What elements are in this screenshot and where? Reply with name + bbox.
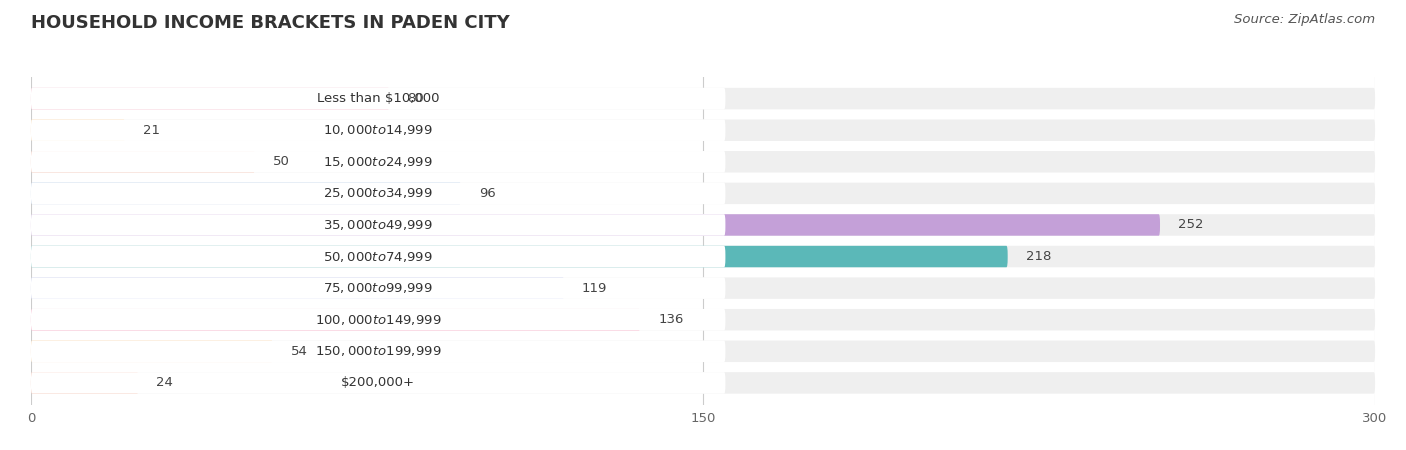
FancyBboxPatch shape xyxy=(31,309,1375,330)
FancyBboxPatch shape xyxy=(31,341,273,362)
FancyBboxPatch shape xyxy=(31,214,725,236)
FancyBboxPatch shape xyxy=(31,309,725,330)
Text: $100,000 to $149,999: $100,000 to $149,999 xyxy=(315,313,441,327)
FancyBboxPatch shape xyxy=(31,341,725,362)
FancyBboxPatch shape xyxy=(31,246,1375,267)
Text: $35,000 to $49,999: $35,000 to $49,999 xyxy=(323,218,433,232)
Text: $10,000 to $14,999: $10,000 to $14,999 xyxy=(323,123,433,137)
FancyBboxPatch shape xyxy=(31,372,1375,394)
Text: $15,000 to $24,999: $15,000 to $24,999 xyxy=(323,155,433,169)
FancyBboxPatch shape xyxy=(31,214,1160,236)
FancyBboxPatch shape xyxy=(31,151,725,172)
FancyBboxPatch shape xyxy=(31,151,254,172)
FancyBboxPatch shape xyxy=(31,277,564,299)
Text: 218: 218 xyxy=(1025,250,1050,263)
Text: 21: 21 xyxy=(143,124,160,137)
Text: $200,000+: $200,000+ xyxy=(342,376,415,389)
FancyBboxPatch shape xyxy=(31,246,725,267)
Text: $150,000 to $199,999: $150,000 to $199,999 xyxy=(315,344,441,358)
FancyBboxPatch shape xyxy=(31,372,138,394)
Text: HOUSEHOLD INCOME BRACKETS IN PADEN CITY: HOUSEHOLD INCOME BRACKETS IN PADEN CITY xyxy=(31,14,510,32)
FancyBboxPatch shape xyxy=(31,119,1375,141)
Text: 119: 119 xyxy=(582,282,607,295)
FancyBboxPatch shape xyxy=(31,183,1375,204)
Text: 50: 50 xyxy=(273,155,290,168)
FancyBboxPatch shape xyxy=(31,119,125,141)
FancyBboxPatch shape xyxy=(31,277,725,299)
FancyBboxPatch shape xyxy=(31,341,1375,362)
Text: Less than $10,000: Less than $10,000 xyxy=(316,92,440,105)
FancyBboxPatch shape xyxy=(31,372,725,394)
Text: $75,000 to $99,999: $75,000 to $99,999 xyxy=(323,281,433,295)
Text: 54: 54 xyxy=(291,345,308,358)
FancyBboxPatch shape xyxy=(31,183,725,204)
FancyBboxPatch shape xyxy=(31,214,1375,236)
FancyBboxPatch shape xyxy=(31,246,1008,267)
FancyBboxPatch shape xyxy=(31,183,461,204)
FancyBboxPatch shape xyxy=(31,119,725,141)
FancyBboxPatch shape xyxy=(31,151,1375,172)
FancyBboxPatch shape xyxy=(31,88,389,109)
Text: 24: 24 xyxy=(156,376,173,389)
Text: $50,000 to $74,999: $50,000 to $74,999 xyxy=(323,250,433,264)
Text: 80: 80 xyxy=(408,92,425,105)
FancyBboxPatch shape xyxy=(31,88,1375,109)
Text: 136: 136 xyxy=(658,313,683,326)
Text: 96: 96 xyxy=(479,187,496,200)
Text: 252: 252 xyxy=(1178,218,1204,231)
Text: $25,000 to $34,999: $25,000 to $34,999 xyxy=(323,186,433,200)
FancyBboxPatch shape xyxy=(31,309,640,330)
FancyBboxPatch shape xyxy=(31,277,1375,299)
FancyBboxPatch shape xyxy=(31,88,725,109)
Text: Source: ZipAtlas.com: Source: ZipAtlas.com xyxy=(1234,14,1375,27)
